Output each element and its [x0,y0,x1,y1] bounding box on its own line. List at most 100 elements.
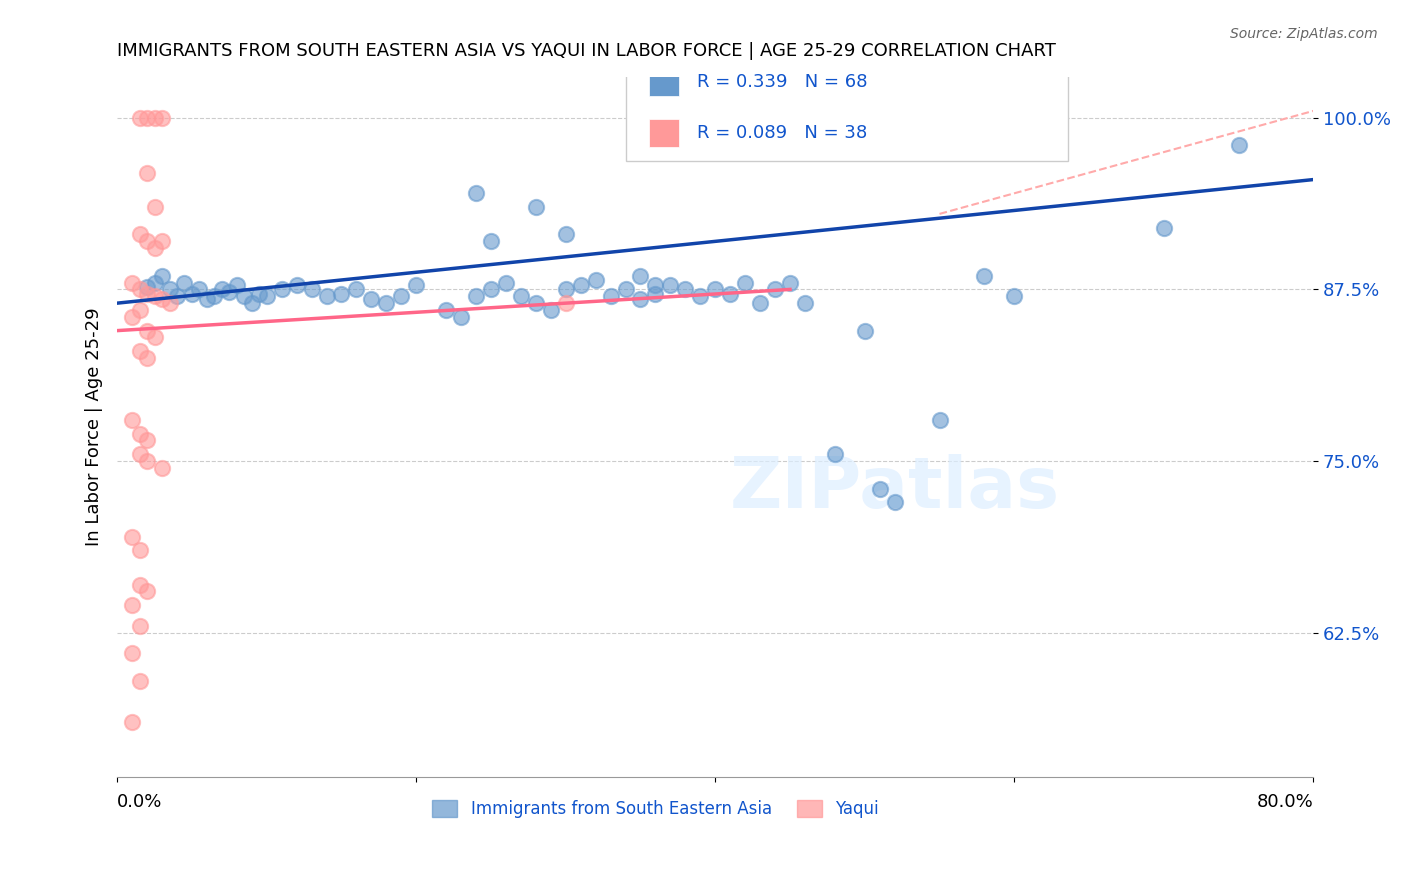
Point [270,282,292,296]
FancyBboxPatch shape [650,68,679,96]
Point [734,276,756,290]
Point [883,495,905,509]
Point [143,200,166,214]
Point [150,292,173,306]
Point [824,447,846,461]
Point [315,289,337,303]
Point [389,289,412,303]
Point [869,482,891,496]
Point [188,282,211,296]
Point [495,276,517,290]
Point [128,303,150,318]
Legend: Immigrants from South Eastern Asia, Yaqui: Immigrants from South Eastern Asia, Yaqu… [426,793,886,824]
Point [121,714,143,729]
Point [121,276,143,290]
Point [285,278,308,293]
Point [150,461,173,475]
Point [1002,289,1025,303]
Point [225,278,247,293]
Point [630,292,652,306]
Point [150,111,173,125]
Text: 80.0%: 80.0% [1257,793,1313,812]
Point [121,646,143,660]
Point [644,286,666,301]
Point [630,268,652,283]
Point [128,344,150,359]
Point [218,285,240,300]
Point [136,279,159,293]
Point [128,227,150,242]
Point [136,351,159,365]
Text: ZIPatlas: ZIPatlas [730,454,1060,523]
Point [450,310,472,324]
Point [524,296,547,310]
Point [202,289,225,303]
Point [136,166,159,180]
Point [128,282,150,296]
Point [240,296,263,310]
Point [128,111,150,125]
Point [644,278,666,293]
Point [136,111,159,125]
Text: R = 0.339   N = 68: R = 0.339 N = 68 [697,73,868,91]
Point [121,413,143,427]
Point [128,543,150,558]
Point [763,282,786,296]
Point [375,296,398,310]
Point [143,241,166,255]
Point [554,296,576,310]
FancyBboxPatch shape [626,55,1069,161]
Y-axis label: In Labor Force | Age 25-29: In Labor Force | Age 25-29 [86,308,103,546]
Point [143,330,166,344]
Point [479,282,502,296]
Point [181,286,204,301]
Point [150,268,173,283]
Point [434,303,457,318]
Point [247,286,270,301]
Point [173,276,195,290]
Text: IMMIGRANTS FROM SOUTH EASTERN ASIA VS YAQUI IN LABOR FORCE | AGE 25-29 CORRELATI: IMMIGRANTS FROM SOUTH EASTERN ASIA VS YA… [117,42,1056,60]
Point [1153,220,1175,235]
Point [301,282,323,296]
Point [779,276,801,290]
Point [143,276,166,290]
Text: R = 0.089   N = 38: R = 0.089 N = 38 [697,124,868,142]
Point [465,289,488,303]
Point [128,673,150,688]
Point [159,282,181,296]
Point [599,289,621,303]
Point [704,282,727,296]
FancyBboxPatch shape [650,119,679,146]
Text: 0.0%: 0.0% [117,793,163,812]
Point [128,577,150,591]
Point [509,289,531,303]
Point [330,286,353,301]
Point [195,292,218,306]
Text: Source: ZipAtlas.com: Source: ZipAtlas.com [1230,27,1378,41]
Point [344,282,367,296]
Point [256,289,278,303]
Point [128,426,150,441]
Point [121,599,143,613]
Point [718,286,741,301]
Point [233,289,256,303]
Point [554,282,576,296]
Point [136,235,159,249]
Point [121,530,143,544]
Point [853,324,876,338]
Point [136,434,159,448]
Point [136,286,159,301]
Point [143,289,166,303]
Point [136,324,159,338]
Point [554,227,576,242]
Point [928,413,950,427]
Point [479,235,502,249]
Point [143,111,166,125]
Point [689,289,711,303]
Point [150,235,173,249]
Point [128,619,150,633]
Point [585,273,607,287]
Point [614,282,637,296]
Point [973,268,995,283]
Point [465,186,488,201]
